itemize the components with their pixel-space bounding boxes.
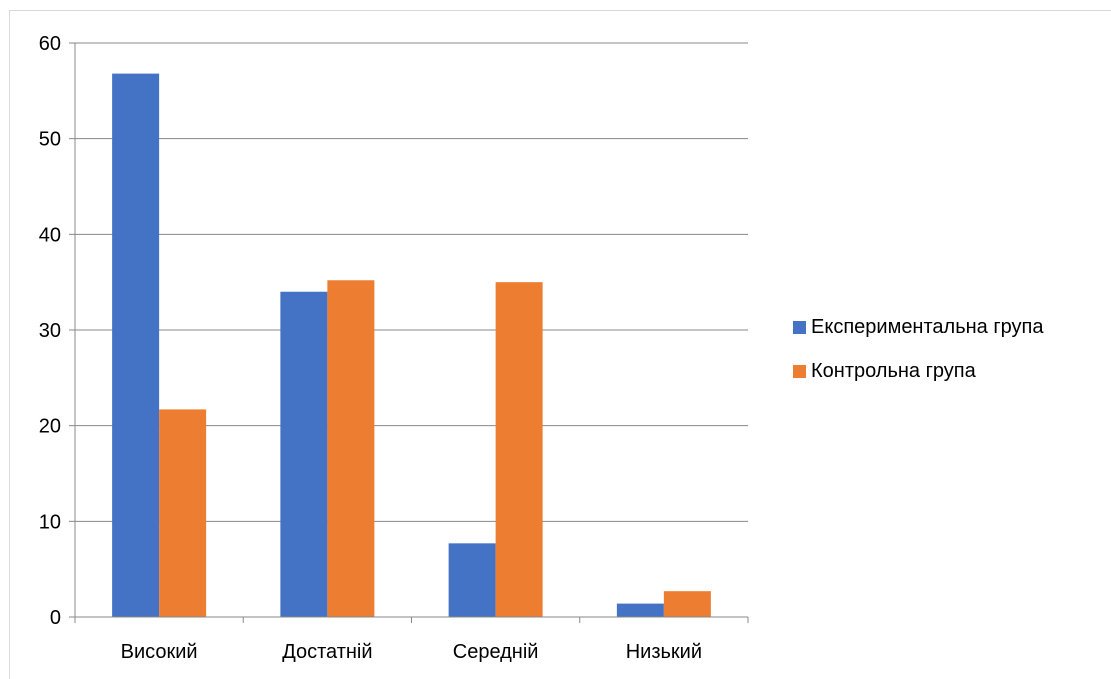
tick-labels: 0 10 20 30 40 50 60 Високий Достатній Середній Низ… [39, 33, 702, 663]
x-tick-label: Достатній [282, 641, 372, 663]
y-tick-label: 40 [39, 224, 61, 246]
legend: Експериментальна група Контрольна група [793, 312, 1044, 400]
bar-control [495, 282, 543, 617]
bar-experimental [448, 543, 496, 617]
legend-swatch-experimental [793, 320, 806, 334]
bar-control [159, 409, 207, 617]
legend-label-experimental: Експериментальна група [811, 315, 1044, 338]
legend-label-control: Контрольна група [811, 359, 976, 382]
bar-control [663, 591, 711, 617]
y-tick-label: 0 [50, 607, 61, 629]
legend-item-control: Контрольна група [793, 356, 1044, 386]
x-tick-label: Середній [453, 641, 539, 663]
chart-area [9, 10, 1111, 679]
legend-swatch-control [793, 364, 806, 378]
legend-item-experimental: Експериментальна група [793, 312, 1044, 342]
x-tick-label: Високий [121, 641, 198, 663]
bars [112, 73, 711, 617]
y-tick-label: 60 [39, 33, 61, 55]
bar-experimental [616, 603, 664, 617]
y-tick-label: 30 [39, 320, 61, 342]
gridlines [75, 42, 748, 522]
bar-experimental [280, 291, 328, 617]
x-tick-label: Низький [626, 641, 702, 663]
y-tick-label: 20 [39, 416, 61, 438]
y-tick-label: 50 [39, 129, 61, 151]
bar-control [327, 280, 375, 617]
axes [69, 42, 749, 623]
y-tick-label: 10 [39, 511, 61, 533]
bar-experimental [112, 73, 160, 617]
